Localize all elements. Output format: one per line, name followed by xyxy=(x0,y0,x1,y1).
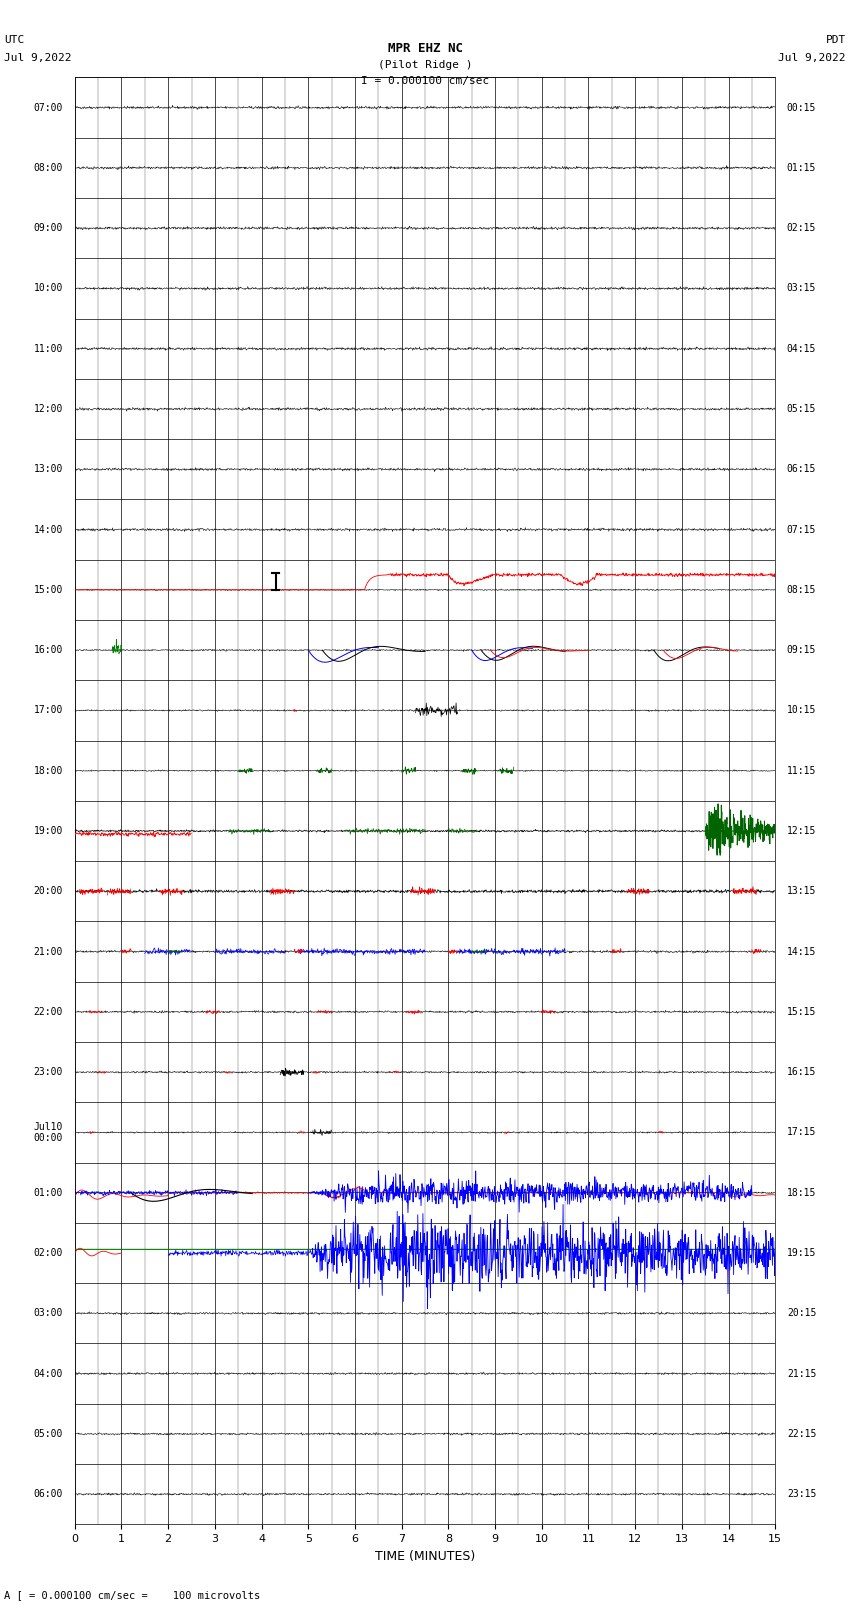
Text: 09:15: 09:15 xyxy=(787,645,816,655)
Text: 12:15: 12:15 xyxy=(787,826,816,836)
Text: 14:15: 14:15 xyxy=(787,947,816,957)
Text: 03:00: 03:00 xyxy=(34,1308,63,1318)
Text: 01:00: 01:00 xyxy=(34,1187,63,1198)
Text: Jul 9,2022: Jul 9,2022 xyxy=(779,53,846,63)
Text: 08:00: 08:00 xyxy=(34,163,63,173)
Text: UTC: UTC xyxy=(4,35,25,45)
Text: (Pilot Ridge ): (Pilot Ridge ) xyxy=(377,60,473,69)
Text: 01:15: 01:15 xyxy=(787,163,816,173)
Text: 03:15: 03:15 xyxy=(787,284,816,294)
Text: I = 0.000100 cm/sec: I = 0.000100 cm/sec xyxy=(361,76,489,85)
Text: 19:15: 19:15 xyxy=(787,1248,816,1258)
Text: 18:00: 18:00 xyxy=(34,766,63,776)
Text: 22:00: 22:00 xyxy=(34,1007,63,1016)
Text: A [ = 0.000100 cm/sec =    100 microvolts: A [ = 0.000100 cm/sec = 100 microvolts xyxy=(4,1590,260,1600)
Text: MPR EHZ NC: MPR EHZ NC xyxy=(388,42,462,55)
Text: 15:00: 15:00 xyxy=(34,586,63,595)
Text: 10:15: 10:15 xyxy=(787,705,816,716)
Text: 02:00: 02:00 xyxy=(34,1248,63,1258)
Text: 02:15: 02:15 xyxy=(787,223,816,234)
Text: 23:00: 23:00 xyxy=(34,1068,63,1077)
Text: 22:15: 22:15 xyxy=(787,1429,816,1439)
Text: PDT: PDT xyxy=(825,35,846,45)
Text: 05:15: 05:15 xyxy=(787,403,816,415)
Text: 11:00: 11:00 xyxy=(34,344,63,353)
Text: 12:00: 12:00 xyxy=(34,403,63,415)
Text: 06:15: 06:15 xyxy=(787,465,816,474)
Text: 21:15: 21:15 xyxy=(787,1368,816,1379)
Text: 17:15: 17:15 xyxy=(787,1127,816,1137)
Text: Jul 9,2022: Jul 9,2022 xyxy=(4,53,71,63)
Text: 06:00: 06:00 xyxy=(34,1489,63,1498)
Text: 15:15: 15:15 xyxy=(787,1007,816,1016)
Text: 20:00: 20:00 xyxy=(34,886,63,897)
Text: 23:15: 23:15 xyxy=(787,1489,816,1498)
Text: 07:15: 07:15 xyxy=(787,524,816,534)
Text: 13:00: 13:00 xyxy=(34,465,63,474)
Text: 14:00: 14:00 xyxy=(34,524,63,534)
Text: 18:15: 18:15 xyxy=(787,1187,816,1198)
Text: Jul10
00:00: Jul10 00:00 xyxy=(34,1121,63,1144)
Text: 00:15: 00:15 xyxy=(787,103,816,113)
Text: 19:00: 19:00 xyxy=(34,826,63,836)
Text: 10:00: 10:00 xyxy=(34,284,63,294)
Text: 16:00: 16:00 xyxy=(34,645,63,655)
Text: 04:00: 04:00 xyxy=(34,1368,63,1379)
Text: 08:15: 08:15 xyxy=(787,586,816,595)
Text: 11:15: 11:15 xyxy=(787,766,816,776)
Text: 09:00: 09:00 xyxy=(34,223,63,234)
Text: 20:15: 20:15 xyxy=(787,1308,816,1318)
Text: 16:15: 16:15 xyxy=(787,1068,816,1077)
Text: 17:00: 17:00 xyxy=(34,705,63,716)
Text: 07:00: 07:00 xyxy=(34,103,63,113)
X-axis label: TIME (MINUTES): TIME (MINUTES) xyxy=(375,1550,475,1563)
Text: 21:00: 21:00 xyxy=(34,947,63,957)
Text: 13:15: 13:15 xyxy=(787,886,816,897)
Text: 04:15: 04:15 xyxy=(787,344,816,353)
Text: 05:00: 05:00 xyxy=(34,1429,63,1439)
